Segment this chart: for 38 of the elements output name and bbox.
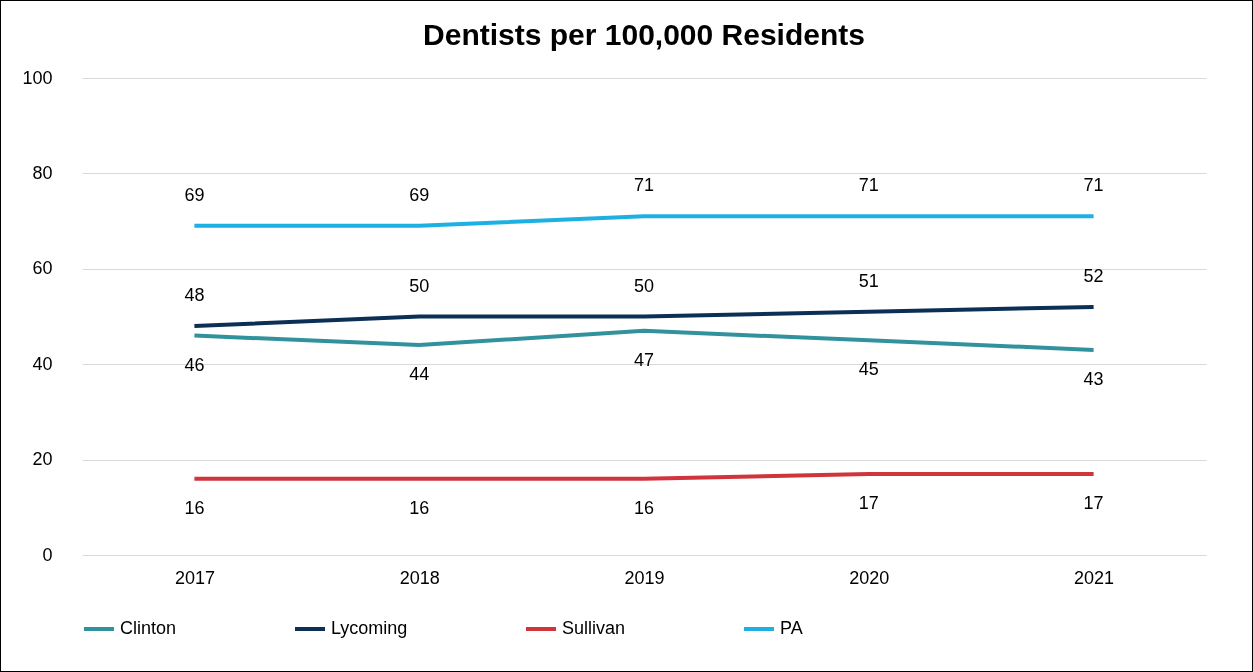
- x-tick-label: 2018: [399, 567, 440, 588]
- data-label: 69: [409, 184, 430, 205]
- data-label: 51: [858, 270, 879, 291]
- data-label: 16: [184, 497, 205, 518]
- legend-label: Clinton: [120, 618, 177, 638]
- data-label: 50: [633, 275, 655, 296]
- data-label: 50: [409, 275, 430, 296]
- legend-label: Lycoming: [331, 618, 408, 638]
- y-tick-label: 0: [42, 544, 53, 565]
- data-label: 71: [1083, 175, 1104, 196]
- line-series: [192, 328, 1096, 352]
- legend-label: PA: [780, 618, 803, 638]
- data-label: 48: [184, 285, 205, 306]
- data-label: 17: [858, 492, 879, 513]
- data-label: 46: [184, 354, 205, 375]
- y-tick-label: 80: [32, 162, 53, 183]
- data-label: 43: [1083, 368, 1104, 389]
- data-label: 69: [184, 184, 205, 205]
- x-tick-label: 2017: [174, 567, 215, 588]
- data-label: 71: [633, 175, 655, 196]
- y-tick-label: 20: [32, 449, 53, 470]
- x-tick-label: 2021: [1074, 567, 1115, 588]
- data-label: 16: [409, 497, 430, 518]
- line-series: [192, 304, 1096, 329]
- y-tick-label: 100: [22, 67, 53, 88]
- x-tick-label: 2019: [624, 567, 665, 588]
- data-label: 16: [633, 497, 655, 518]
- legend-label: Sullivan: [562, 618, 626, 638]
- data-label: 47: [633, 349, 655, 370]
- x-tick-label: 2020: [849, 567, 890, 588]
- data-label: 52: [1083, 265, 1104, 286]
- y-tick-label: 60: [32, 258, 53, 279]
- chart-title: Dentists per 100,000 Residents: [423, 18, 865, 51]
- data-label: 45: [858, 359, 879, 380]
- data-label: 17: [1083, 492, 1104, 513]
- data-label: 44: [409, 364, 430, 385]
- data-label: 71: [858, 175, 879, 196]
- y-tick-label: 40: [32, 353, 53, 374]
